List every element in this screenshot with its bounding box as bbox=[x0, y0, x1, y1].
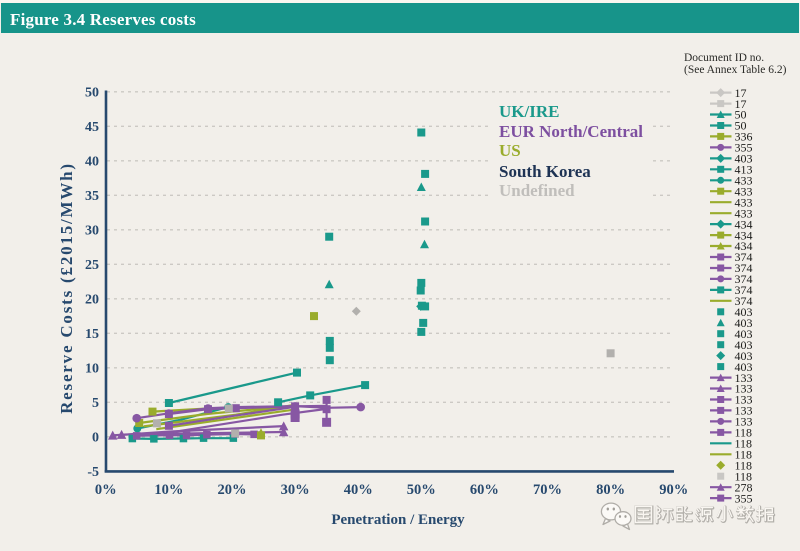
svg-text:434: 434 bbox=[735, 228, 753, 242]
svg-text:118: 118 bbox=[735, 458, 753, 472]
svg-text:433: 433 bbox=[735, 206, 753, 220]
svg-text:374: 374 bbox=[735, 261, 753, 275]
svg-text:403: 403 bbox=[735, 327, 753, 341]
svg-text:15: 15 bbox=[85, 327, 99, 342]
svg-text:US: US bbox=[499, 141, 521, 160]
svg-text:434: 434 bbox=[735, 239, 753, 253]
svg-text:Figure 3.4 Reserves costs: Figure 3.4 Reserves costs bbox=[10, 10, 196, 29]
svg-text:118: 118 bbox=[735, 469, 753, 483]
svg-text:336: 336 bbox=[735, 130, 753, 144]
svg-text:434: 434 bbox=[735, 217, 753, 231]
svg-text:374: 374 bbox=[735, 272, 753, 286]
svg-text:20: 20 bbox=[85, 292, 99, 307]
svg-text:10%: 10% bbox=[154, 482, 183, 498]
svg-text:Undefined: Undefined bbox=[499, 181, 575, 200]
svg-text:40: 40 bbox=[85, 154, 99, 169]
svg-text:403: 403 bbox=[735, 152, 753, 166]
svg-text:South Korea: South Korea bbox=[499, 162, 591, 181]
svg-text:133: 133 bbox=[735, 382, 753, 396]
svg-text:374: 374 bbox=[735, 294, 753, 308]
svg-text:25: 25 bbox=[85, 258, 99, 273]
svg-text:17: 17 bbox=[735, 97, 747, 111]
svg-text:60%: 60% bbox=[470, 482, 499, 498]
svg-text:374: 374 bbox=[735, 283, 753, 297]
svg-text:-5: -5 bbox=[87, 465, 99, 480]
svg-text:118: 118 bbox=[735, 426, 753, 440]
svg-text:118: 118 bbox=[735, 437, 753, 451]
svg-text:0%: 0% bbox=[95, 482, 117, 498]
svg-text:17: 17 bbox=[735, 86, 747, 100]
svg-text:30: 30 bbox=[85, 223, 99, 238]
svg-text:90%: 90% bbox=[659, 482, 688, 498]
svg-text:UK/IRE: UK/IRE bbox=[499, 102, 559, 121]
svg-text:355: 355 bbox=[735, 491, 753, 505]
svg-text:433: 433 bbox=[735, 195, 753, 209]
svg-text:403: 403 bbox=[735, 349, 753, 363]
svg-text:50: 50 bbox=[735, 108, 747, 122]
svg-text:70%: 70% bbox=[533, 482, 562, 498]
svg-text:5: 5 bbox=[92, 396, 99, 411]
svg-text:133: 133 bbox=[735, 415, 753, 429]
svg-text:133: 133 bbox=[735, 404, 753, 418]
svg-text:80%: 80% bbox=[596, 482, 625, 498]
svg-text:413: 413 bbox=[735, 163, 753, 177]
svg-text:50%: 50% bbox=[407, 482, 436, 498]
svg-text:50: 50 bbox=[735, 119, 747, 133]
svg-text:0: 0 bbox=[92, 430, 99, 445]
svg-text:403: 403 bbox=[735, 338, 753, 352]
svg-text:374: 374 bbox=[735, 250, 753, 264]
svg-text:133: 133 bbox=[735, 393, 753, 407]
svg-text:403: 403 bbox=[735, 305, 753, 319]
svg-text:35: 35 bbox=[85, 189, 99, 204]
svg-text:10: 10 bbox=[85, 361, 99, 376]
svg-text:40%: 40% bbox=[344, 482, 373, 498]
svg-text:45: 45 bbox=[85, 120, 99, 135]
svg-text:433: 433 bbox=[735, 184, 753, 198]
svg-text:403: 403 bbox=[735, 360, 753, 374]
svg-text:Penetration / Energy: Penetration / Energy bbox=[331, 512, 465, 528]
svg-text:EUR North/Central: EUR North/Central bbox=[499, 122, 643, 141]
svg-text:118: 118 bbox=[735, 448, 753, 462]
svg-text:Document ID no.: Document ID no. bbox=[684, 52, 764, 64]
svg-text:20%: 20% bbox=[218, 482, 247, 498]
svg-text:133: 133 bbox=[735, 371, 753, 385]
svg-text:30%: 30% bbox=[281, 482, 310, 498]
svg-text:278: 278 bbox=[735, 480, 753, 494]
svg-text:Reserve Costs (£2015/MWh): Reserve Costs (£2015/MWh) bbox=[57, 162, 76, 414]
svg-text:403: 403 bbox=[735, 316, 753, 330]
svg-text:433: 433 bbox=[735, 174, 753, 188]
svg-text:50: 50 bbox=[85, 85, 99, 100]
svg-text:355: 355 bbox=[735, 141, 753, 155]
svg-text:(See Annex Table 6.2): (See Annex Table 6.2) bbox=[684, 64, 787, 76]
